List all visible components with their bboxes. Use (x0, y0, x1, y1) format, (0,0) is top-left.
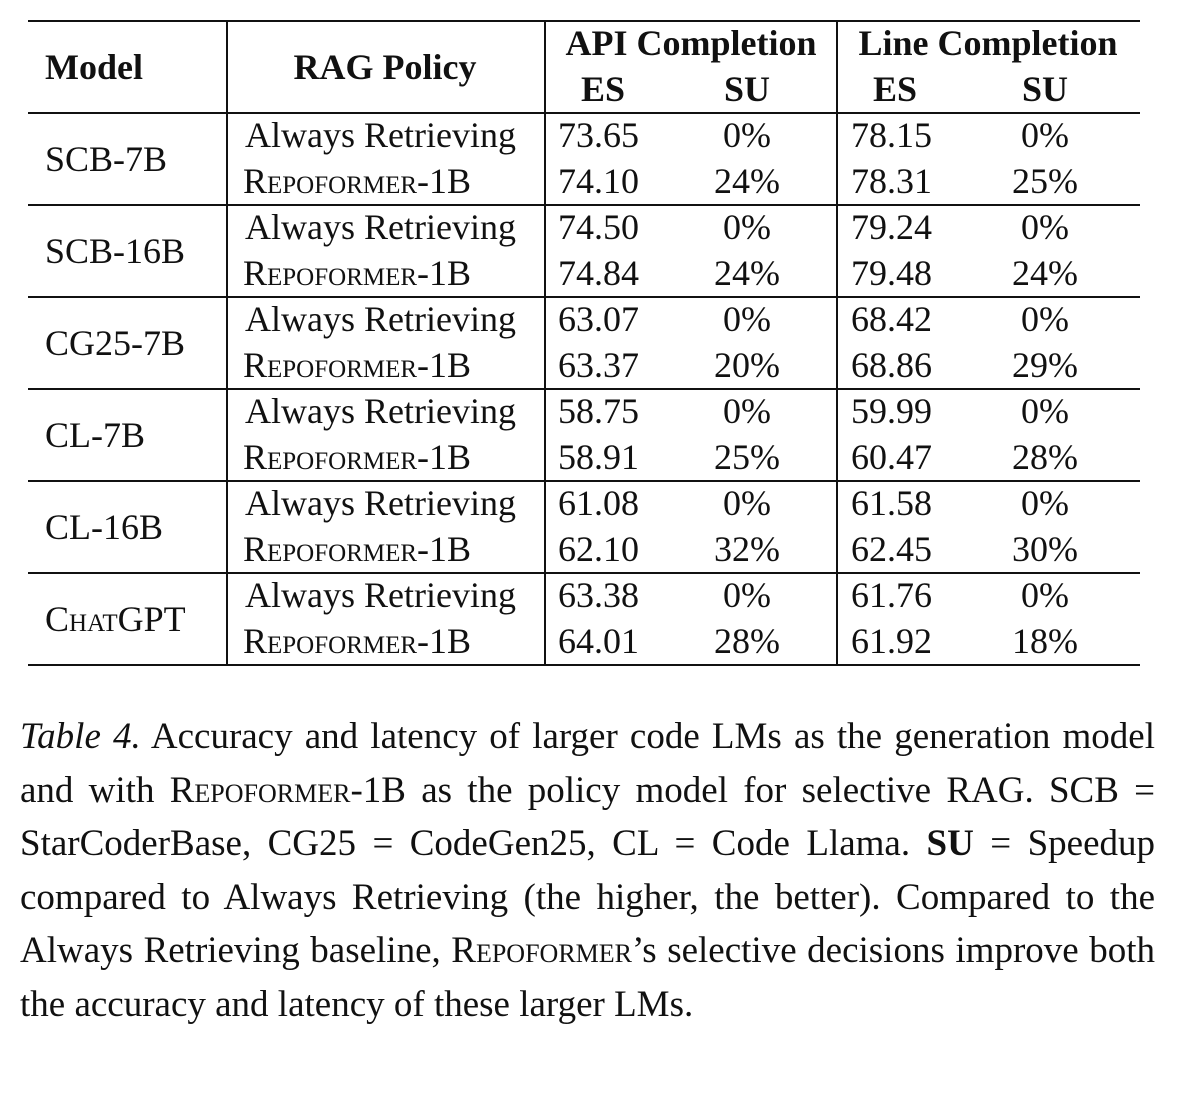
policy-always-retrieving: Always Retrieving (245, 483, 516, 523)
line-su-value: 28% (1012, 437, 1078, 477)
header-model: Model (45, 47, 143, 87)
policy-repoformer: Repoformer-1B (243, 253, 472, 293)
header-line-completion: Line Completion (858, 23, 1118, 63)
api-su-value: 25% (714, 437, 780, 477)
column-divider (544, 20, 546, 666)
line-su-value: 0% (1021, 391, 1069, 431)
column-divider (836, 20, 838, 666)
model-name: ChatGPT (45, 599, 186, 639)
policy-repoformer: Repoformer-1B (243, 161, 472, 201)
line-es-value: 68.86 (851, 345, 932, 385)
group-rule (28, 388, 1140, 390)
api-es-value: 74.10 (558, 161, 639, 201)
line-es-value: 61.92 (851, 621, 932, 661)
column-divider (226, 20, 228, 666)
group-rule (28, 204, 1140, 206)
line-su-value: 0% (1021, 115, 1069, 155)
api-es-value: 58.75 (558, 391, 639, 431)
api-su-value: 0% (723, 391, 771, 431)
line-su-value: 0% (1021, 575, 1069, 615)
api-su-value: 32% (714, 529, 780, 569)
group-rule (28, 296, 1140, 298)
policy-always-retrieving: Always Retrieving (245, 207, 516, 247)
header-rule (28, 112, 1140, 114)
line-es-value: 62.45 (851, 529, 932, 569)
caption-text: = Speedup compared to Always Retrieving … (20, 823, 1155, 971)
table-caption: Table 4. Accuracy and latency of larger … (20, 710, 1155, 1031)
group-rule (28, 480, 1140, 482)
line-su-value: 25% (1012, 161, 1078, 201)
line-su-value: 0% (1021, 207, 1069, 247)
api-su-value: 20% (714, 345, 780, 385)
api-es-value: 74.84 (558, 253, 639, 293)
line-su-value: 0% (1021, 483, 1069, 523)
api-su-value: 24% (714, 161, 780, 201)
model-name: CL-16B (45, 507, 164, 547)
header-rag-policy: RAG Policy (293, 47, 477, 87)
line-es-value: 79.48 (851, 253, 932, 293)
policy-repoformer: Repoformer-1B (243, 437, 472, 477)
caption-repoformer: Repoformer (451, 930, 632, 971)
api-su-value: 0% (723, 575, 771, 615)
header-line-es: ES (872, 69, 918, 109)
caption-text: Accuracy and latency of larger code LMs … (20, 716, 1155, 811)
line-su-value: 0% (1021, 299, 1069, 339)
line-es-value: 61.58 (851, 483, 932, 523)
line-es-value: 78.31 (851, 161, 932, 201)
model-name: SCB-16B (45, 231, 186, 271)
model-name: SCB-7B (45, 139, 168, 179)
api-su-value: 24% (714, 253, 780, 293)
top-rule (28, 20, 1140, 22)
api-es-value: 63.37 (558, 345, 639, 385)
header-api-completion: API Completion (565, 23, 817, 63)
line-es-value: 61.76 (851, 575, 932, 615)
api-es-value: 63.07 (558, 299, 639, 339)
results-table: Model RAG Policy API Completion Line Com… (28, 20, 1140, 666)
header-api-su: SU (723, 69, 771, 109)
line-su-value: 30% (1012, 529, 1078, 569)
line-es-value: 59.99 (851, 391, 932, 431)
api-su-value: 0% (723, 483, 771, 523)
api-su-value: 0% (723, 115, 771, 155)
policy-repoformer: Repoformer-1B (243, 345, 472, 385)
caption-text: as the policy model for selective RAG. S… (20, 769, 1156, 865)
caption-text: ’s selective decisions improve both the … (20, 930, 1155, 1025)
header-api-es: ES (580, 69, 626, 109)
policy-always-retrieving: Always Retrieving (245, 391, 516, 431)
api-es-value: 63.38 (558, 575, 639, 615)
policy-always-retrieving: Always Retrieving (245, 299, 516, 339)
api-es-value: 58.91 (558, 437, 639, 477)
api-su-value: 0% (723, 207, 771, 247)
caption-repoformer-1b: Repoformer-1B (169, 769, 406, 811)
caption-su: SU (926, 823, 974, 864)
policy-always-retrieving: Always Retrieving (245, 115, 516, 155)
policy-always-retrieving: Always Retrieving (245, 575, 516, 615)
line-es-value: 68.42 (851, 299, 932, 339)
policy-repoformer: Repoformer-1B (243, 529, 472, 569)
header-line-su: SU (1021, 69, 1069, 109)
bottom-rule (28, 664, 1140, 666)
group-rule (28, 572, 1140, 574)
line-es-value: 60.47 (851, 437, 932, 477)
policy-repoformer: Repoformer-1B (243, 621, 472, 661)
line-es-value: 78.15 (851, 115, 932, 155)
line-es-value: 79.24 (851, 207, 932, 247)
model-name: CL-7B (45, 415, 146, 455)
api-es-value: 62.10 (558, 529, 639, 569)
line-su-value: 29% (1012, 345, 1078, 385)
api-es-value: 73.65 (558, 115, 639, 155)
api-es-value: 74.50 (558, 207, 639, 247)
api-su-value: 28% (714, 621, 780, 661)
caption-label: Table 4. (20, 716, 141, 757)
api-es-value: 61.08 (558, 483, 639, 523)
model-name: CG25-7B (45, 323, 186, 363)
line-su-value: 18% (1012, 621, 1078, 661)
line-su-value: 24% (1012, 253, 1078, 293)
api-es-value: 64.01 (558, 621, 639, 661)
api-su-value: 0% (723, 299, 771, 339)
